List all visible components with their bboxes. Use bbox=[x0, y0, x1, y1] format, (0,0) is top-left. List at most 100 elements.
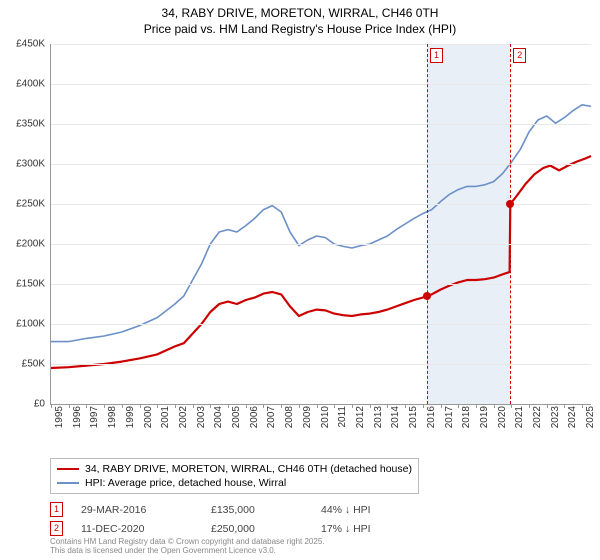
x-tick bbox=[458, 404, 459, 408]
x-tick bbox=[51, 404, 52, 408]
x-axis-label: 2015 bbox=[408, 406, 419, 428]
x-tick bbox=[352, 404, 353, 408]
x-axis-label: 2004 bbox=[213, 406, 224, 428]
x-axis-label: 2023 bbox=[550, 406, 561, 428]
chart-title: 34, RABY DRIVE, MORETON, WIRRAL, CH46 0T… bbox=[0, 0, 600, 37]
legend-swatch bbox=[57, 482, 79, 484]
sale-hpi: 44% ↓ HPI bbox=[321, 504, 431, 516]
x-tick bbox=[175, 404, 176, 408]
footer-attribution: Contains HM Land Registry data © Crown c… bbox=[50, 538, 325, 556]
footer-line-2: This data is licensed under the Open Gov… bbox=[50, 547, 325, 556]
x-axis-label: 2009 bbox=[302, 406, 313, 428]
y-axis-label: £100K bbox=[16, 319, 45, 330]
legend-item-hpi: HPI: Average price, detached house, Wirr… bbox=[57, 476, 412, 490]
y-axis-label: £350K bbox=[16, 119, 45, 130]
x-axis-label: 2000 bbox=[143, 406, 154, 428]
x-axis-label: 1999 bbox=[125, 406, 136, 428]
x-axis-label: 1995 bbox=[54, 406, 65, 428]
y-axis-label: £150K bbox=[16, 279, 45, 290]
x-axis-label: 1996 bbox=[72, 406, 83, 428]
sale-price: £250,000 bbox=[211, 523, 321, 535]
chart-area: £0£50K£100K£150K£200K£250K£300K£350K£400… bbox=[50, 44, 590, 424]
x-tick bbox=[317, 404, 318, 408]
x-axis-label: 2019 bbox=[479, 406, 490, 428]
title-line-2: Price paid vs. HM Land Registry's House … bbox=[0, 22, 600, 38]
x-axis-label: 2021 bbox=[514, 406, 525, 428]
event-line bbox=[510, 44, 511, 404]
sale-marker: 1 bbox=[50, 502, 63, 517]
x-axis-label: 1997 bbox=[89, 406, 100, 428]
x-axis-label: 2024 bbox=[567, 406, 578, 428]
x-axis-label: 2012 bbox=[355, 406, 366, 428]
x-axis-label: 2008 bbox=[284, 406, 295, 428]
legend-item-price-paid: 34, RABY DRIVE, MORETON, WIRRAL, CH46 0T… bbox=[57, 462, 412, 476]
legend-label: HPI: Average price, detached house, Wirr… bbox=[85, 477, 286, 489]
x-axis-label: 2013 bbox=[373, 406, 384, 428]
x-tick bbox=[157, 404, 158, 408]
sale-date: 11-DEC-2020 bbox=[81, 523, 211, 535]
x-axis-label: 2007 bbox=[266, 406, 277, 428]
x-tick bbox=[210, 404, 211, 408]
x-axis-label: 2011 bbox=[337, 406, 348, 428]
y-axis-label: £400K bbox=[16, 79, 45, 90]
x-tick bbox=[334, 404, 335, 408]
x-tick bbox=[193, 404, 194, 408]
x-axis-label: 2017 bbox=[444, 406, 455, 428]
x-axis-label: 2022 bbox=[532, 406, 543, 428]
y-axis-label: £450K bbox=[16, 39, 45, 50]
x-tick bbox=[246, 404, 247, 408]
legend-swatch bbox=[57, 468, 79, 470]
x-tick bbox=[423, 404, 424, 408]
x-tick bbox=[476, 404, 477, 408]
x-axis-label: 2016 bbox=[426, 406, 437, 428]
y-axis-label: £0 bbox=[34, 399, 45, 410]
x-axis-label: 2020 bbox=[497, 406, 508, 428]
sale-row: 2 11-DEC-2020 £250,000 17% ↓ HPI bbox=[50, 519, 431, 538]
plot-area: £0£50K£100K£150K£200K£250K£300K£350K£400… bbox=[50, 44, 591, 405]
x-tick bbox=[370, 404, 371, 408]
sale-price: £135,000 bbox=[211, 504, 321, 516]
y-axis-label: £50K bbox=[22, 359, 45, 370]
sale-row: 1 29-MAR-2016 £135,000 44% ↓ HPI bbox=[50, 500, 431, 519]
sale-marker: 2 bbox=[50, 521, 63, 536]
x-tick bbox=[104, 404, 105, 408]
x-tick bbox=[511, 404, 512, 408]
x-tick bbox=[86, 404, 87, 408]
event-marker: 2 bbox=[513, 48, 526, 63]
x-tick bbox=[387, 404, 388, 408]
x-tick bbox=[564, 404, 565, 408]
x-tick bbox=[228, 404, 229, 408]
x-axis-label: 2006 bbox=[249, 406, 260, 428]
x-tick bbox=[122, 404, 123, 408]
x-tick bbox=[140, 404, 141, 408]
x-tick bbox=[263, 404, 264, 408]
event-line bbox=[427, 44, 428, 404]
y-axis-label: £250K bbox=[16, 199, 45, 210]
x-axis-label: 2003 bbox=[196, 406, 207, 428]
x-axis-label: 2005 bbox=[231, 406, 242, 428]
sale-point bbox=[423, 292, 431, 300]
y-axis-label: £300K bbox=[16, 159, 45, 170]
x-axis-label: 2014 bbox=[390, 406, 401, 428]
legend: 34, RABY DRIVE, MORETON, WIRRAL, CH46 0T… bbox=[50, 458, 419, 494]
x-axis-label: 2002 bbox=[178, 406, 189, 428]
x-tick bbox=[441, 404, 442, 408]
x-axis-label: 2010 bbox=[320, 406, 331, 428]
legend-label: 34, RABY DRIVE, MORETON, WIRRAL, CH46 0T… bbox=[85, 463, 412, 475]
x-axis-label: 1998 bbox=[107, 406, 118, 428]
x-tick bbox=[547, 404, 548, 408]
x-axis-label: 2001 bbox=[160, 406, 171, 428]
sale-hpi: 17% ↓ HPI bbox=[321, 523, 431, 535]
x-tick bbox=[281, 404, 282, 408]
x-tick bbox=[494, 404, 495, 408]
y-axis-label: £200K bbox=[16, 239, 45, 250]
sale-date: 29-MAR-2016 bbox=[81, 504, 211, 516]
x-tick bbox=[405, 404, 406, 408]
title-line-1: 34, RABY DRIVE, MORETON, WIRRAL, CH46 0T… bbox=[0, 6, 600, 22]
x-axis-label: 2018 bbox=[461, 406, 472, 428]
event-marker: 1 bbox=[430, 48, 443, 63]
x-axis-label: 2025 bbox=[585, 406, 596, 428]
sales-table: 1 29-MAR-2016 £135,000 44% ↓ HPI 2 11-DE… bbox=[50, 500, 431, 538]
x-tick bbox=[69, 404, 70, 408]
x-tick bbox=[582, 404, 583, 408]
